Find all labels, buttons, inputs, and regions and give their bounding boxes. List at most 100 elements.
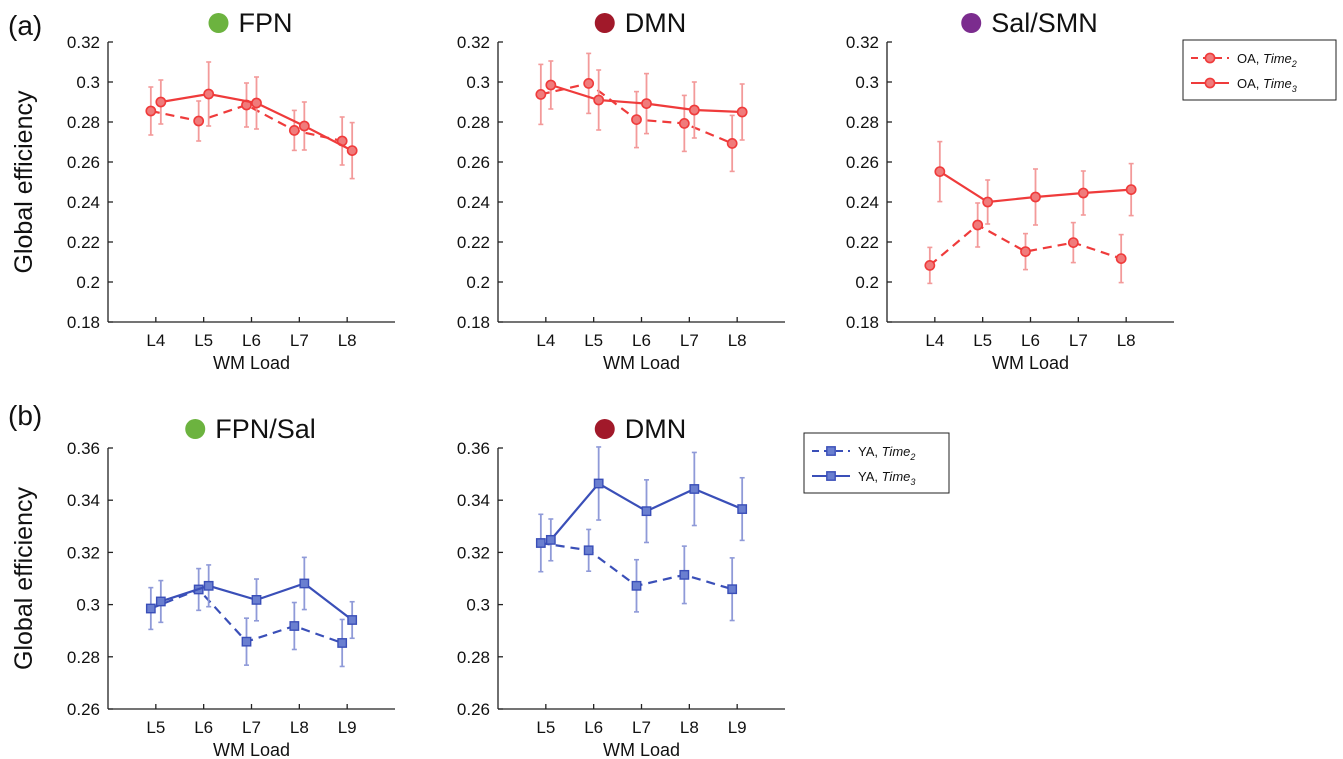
y-tick-label: 0.36 bbox=[67, 439, 100, 458]
y-tick-label: 0.24 bbox=[67, 193, 100, 212]
series-solid bbox=[545, 60, 748, 141]
y-tick-label: 0.28 bbox=[846, 113, 879, 132]
series-solid bbox=[934, 140, 1137, 226]
title-dot-icon bbox=[185, 419, 206, 439]
y-axis-label: Global efficiency bbox=[10, 90, 38, 273]
y-tick-label: 0.28 bbox=[67, 113, 100, 132]
x-tick-label: L8 bbox=[290, 718, 309, 737]
series-dashed bbox=[535, 513, 738, 622]
x-tick-label: L6 bbox=[1021, 331, 1040, 350]
x-tick-label: L7 bbox=[290, 331, 309, 350]
chart-title: FPN bbox=[239, 8, 293, 38]
data-point bbox=[1125, 184, 1137, 195]
data-point bbox=[1020, 246, 1031, 257]
data-point bbox=[593, 94, 605, 106]
y-tick-label: 0.22 bbox=[67, 233, 100, 252]
data-point bbox=[631, 114, 642, 125]
legend-entry-label: OA, Time2 bbox=[1237, 51, 1297, 69]
legends-layer: OA, Time2 OA, Time3 YA, Time2 YA, Time3 bbox=[803, 39, 1337, 494]
data-point bbox=[1030, 191, 1041, 203]
x-tick-label: L9 bbox=[338, 718, 357, 737]
title-dot-icon bbox=[961, 13, 982, 33]
legend-marker bbox=[826, 471, 836, 481]
y-tick-label: 0.2 bbox=[466, 273, 490, 292]
y-tick-label: 0.32 bbox=[457, 543, 490, 562]
x-tick-label: L9 bbox=[728, 718, 747, 737]
y-tick-label: 0.26 bbox=[457, 700, 490, 719]
charts-layer: 0.18 0.2 0.22 0.24 0.26 0.28 0.3 0.32 L4 L5 L6 L7 L8… bbox=[10, 8, 1174, 759]
panel-label-a: (a) bbox=[8, 10, 42, 41]
data-point bbox=[924, 259, 936, 271]
data-point bbox=[678, 118, 690, 129]
x-axis-label: WM Load bbox=[603, 740, 680, 759]
data-point bbox=[298, 120, 310, 132]
data-point bbox=[1115, 253, 1127, 264]
x-tick-label: L6 bbox=[194, 718, 213, 737]
y-tick-label: 0.32 bbox=[846, 33, 879, 52]
legend-entry-label: OA, Time3 bbox=[1237, 76, 1297, 94]
data-point bbox=[1067, 237, 1079, 248]
data-point bbox=[688, 104, 700, 116]
chart-1: 0.18 0.2 0.22 0.24 0.26 0.28 0.3 0.32 L4 L5 L6 L7 L8… bbox=[10, 8, 395, 373]
series-solid bbox=[155, 556, 358, 640]
series-dashed bbox=[145, 567, 348, 668]
y-tick-label: 0.24 bbox=[457, 193, 490, 212]
data-point bbox=[982, 196, 994, 208]
y-tick-label: 0.34 bbox=[67, 491, 100, 510]
data-point bbox=[689, 484, 700, 494]
x-tick-label: L4 bbox=[146, 331, 165, 350]
y-tick-label: 0.22 bbox=[457, 233, 490, 252]
x-axis-label: WM Load bbox=[992, 353, 1069, 373]
data-point bbox=[535, 538, 546, 548]
y-tick-label: 0.32 bbox=[67, 543, 100, 562]
x-tick-label: L7 bbox=[680, 331, 699, 350]
data-point bbox=[679, 569, 690, 580]
data-point bbox=[641, 98, 652, 109]
x-tick-label: L5 bbox=[584, 331, 603, 350]
data-point bbox=[347, 615, 358, 625]
x-axis-label: WM Load bbox=[213, 353, 290, 373]
legend-marker bbox=[1204, 52, 1216, 64]
x-tick-label: L6 bbox=[632, 331, 651, 350]
chart-2: 0.18 0.2 0.22 0.24 0.26 0.28 0.3 0.32 L4 L5 L6 L7 L8… bbox=[457, 8, 785, 373]
data-point bbox=[155, 96, 167, 108]
y-tick-label: 0.3 bbox=[76, 73, 100, 92]
y-tick-label: 0.2 bbox=[76, 273, 100, 292]
x-tick-label: L6 bbox=[584, 718, 603, 737]
data-point bbox=[251, 97, 262, 109]
x-axis-label: WM Load bbox=[213, 740, 290, 759]
data-point bbox=[972, 219, 984, 231]
chart-5: 0.26 0.28 0.3 0.32 0.34 0.36 L5 L6 L7 L8 L9 WM Load… bbox=[457, 414, 785, 759]
data-point bbox=[736, 106, 748, 118]
data-point bbox=[337, 638, 348, 648]
y-tick-label: 0.32 bbox=[457, 33, 490, 52]
data-point bbox=[583, 545, 594, 556]
panel-label-b: (b) bbox=[8, 400, 42, 431]
chart-title: FPN/Sal bbox=[215, 414, 316, 444]
series-dashed bbox=[924, 202, 1127, 285]
x-tick-label: L8 bbox=[680, 718, 699, 737]
legend-entry-label: YA, Time3 bbox=[858, 469, 915, 487]
x-tick-label: L7 bbox=[632, 718, 651, 737]
data-point bbox=[934, 166, 946, 177]
y-tick-label: 0.3 bbox=[466, 73, 490, 92]
x-tick-label: L5 bbox=[973, 331, 992, 350]
data-point bbox=[346, 145, 358, 156]
y-tick-label: 0.26 bbox=[67, 153, 100, 172]
title-dot-icon bbox=[594, 419, 615, 439]
y-tick-label: 0.34 bbox=[457, 491, 490, 510]
data-point bbox=[727, 584, 738, 595]
series-solid bbox=[545, 446, 748, 562]
legend-entry-label: YA, Time2 bbox=[858, 444, 915, 462]
x-tick-label: L7 bbox=[242, 718, 261, 737]
series-dashed bbox=[535, 52, 738, 173]
data-point bbox=[631, 580, 642, 591]
x-tick-label: L6 bbox=[242, 331, 261, 350]
x-tick-label: L5 bbox=[536, 718, 555, 737]
y-tick-label: 0.2 bbox=[855, 273, 879, 292]
series-line bbox=[150, 103, 343, 143]
data-point bbox=[299, 578, 310, 589]
y-tick-label: 0.32 bbox=[67, 33, 100, 52]
title-dot-icon bbox=[208, 13, 229, 33]
